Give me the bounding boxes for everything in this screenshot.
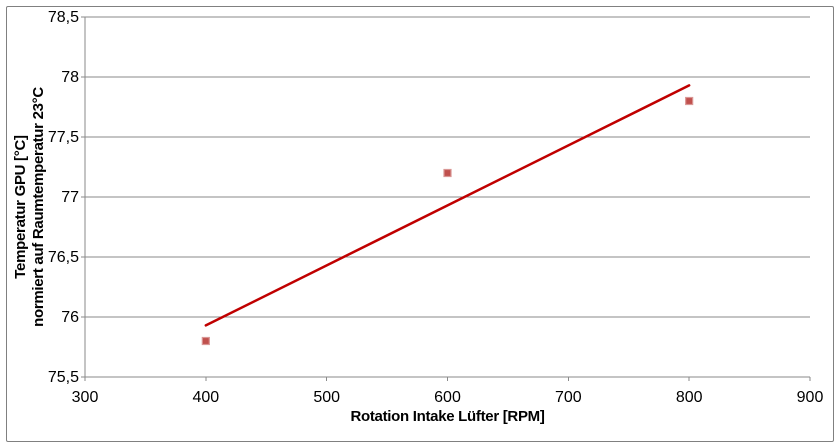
data-point: [443, 168, 452, 178]
data-point: [201, 336, 210, 346]
x-axis-title: Rotation Intake Lüfter [RPM]: [350, 408, 545, 425]
x-tick-label: 800: [676, 389, 703, 406]
y-tick-label: 77: [61, 189, 79, 206]
data-point: [685, 96, 694, 106]
y-tick-label: 75,5: [48, 369, 79, 386]
y-axis-title-line1: Temperatur GPU [°C]: [12, 135, 29, 279]
x-tick-label: 300: [72, 389, 99, 406]
x-tick-label: 900: [797, 389, 824, 406]
y-tick-label: 76: [61, 309, 79, 326]
x-tick-label: 700: [555, 389, 582, 406]
y-tick-label: 76,5: [48, 249, 79, 266]
y-tick-label: 77,5: [48, 129, 79, 146]
x-tick-label: 600: [434, 389, 461, 406]
y-tick-label: 78: [61, 69, 79, 86]
y-tick-label: 78,5: [48, 9, 79, 26]
y-axis-title-line2: normiert auf Raumtemperatur 23°C: [30, 87, 47, 327]
trendline: [204, 84, 691, 327]
y-axis-title: Temperatur GPU [°C] normiert auf Raumtem…: [12, 27, 48, 387]
x-tick-label: 400: [192, 389, 219, 406]
x-tick-label: 500: [313, 389, 340, 406]
chart-frame: [6, 6, 834, 442]
